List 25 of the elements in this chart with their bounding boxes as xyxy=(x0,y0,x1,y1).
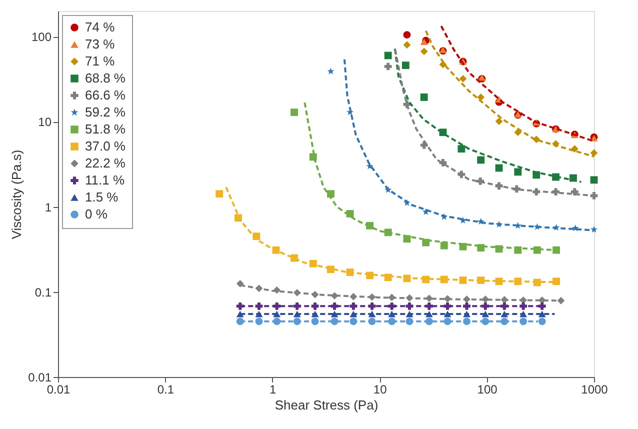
x-tick-label: 10 xyxy=(373,382,388,396)
x-tick-label: 1 xyxy=(270,382,277,396)
legend-label: 0 % xyxy=(85,206,108,222)
legend-label: 11.1 % xyxy=(85,172,125,188)
y-tick-label: 0.01 xyxy=(28,370,52,384)
legend-label: 22.2 % xyxy=(85,156,126,170)
y-tick-label: 100 xyxy=(31,30,52,44)
y-tick-label: 0.1 xyxy=(34,285,52,300)
y-tick-label: 10 xyxy=(38,115,52,130)
legend-label: 51.8 % xyxy=(85,122,126,136)
x-tick-label: 0.01 xyxy=(46,382,70,396)
x-tick-label: 0.1 xyxy=(157,382,174,396)
legend-label: 74 % xyxy=(85,20,116,34)
legend-label: 59.2 % xyxy=(85,104,126,120)
legend-label: 71 % xyxy=(85,54,116,68)
legend-label: 37.0 % xyxy=(85,138,126,154)
legend-label: 73 % xyxy=(85,36,116,52)
x-tick-label: 100 xyxy=(477,382,498,396)
y-axis-title: Viscosity (Pa.s) xyxy=(9,150,24,240)
x-tick-label: 1000 xyxy=(581,382,608,396)
legend-label: 66.6 % xyxy=(85,88,126,102)
legend-label: 68.8 % xyxy=(85,70,126,86)
legend-label: 1.5 % xyxy=(85,190,119,204)
y-tick-label: 1 xyxy=(44,200,52,214)
x-axis-title: Shear Stress (Pa) xyxy=(274,398,378,412)
